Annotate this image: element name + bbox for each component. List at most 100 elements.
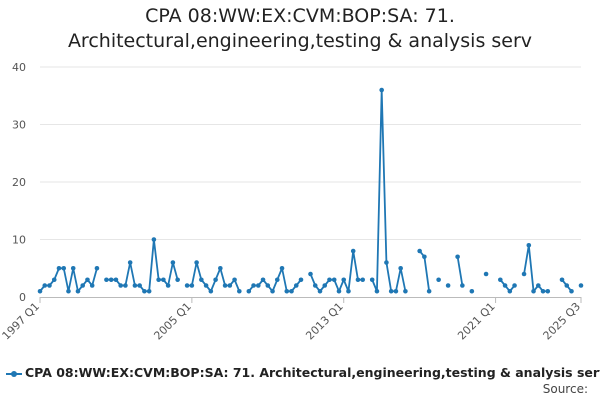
data-point [184, 283, 190, 288]
data-point [104, 277, 109, 283]
x-tick-label: 1997 Q1 [0, 300, 42, 343]
data-point [270, 288, 275, 294]
data-point [142, 288, 147, 294]
y-tick-label: 40 [12, 61, 26, 74]
data-point [531, 288, 536, 294]
data-point [436, 277, 441, 283]
x-tick-label: 2013 Q1 [303, 300, 346, 343]
series-line [523, 244, 548, 293]
data-point [535, 283, 541, 288]
data-point [279, 265, 285, 271]
data-point [56, 265, 62, 271]
data-point [208, 288, 214, 294]
data-point [66, 288, 71, 294]
data-point [251, 283, 256, 288]
data-point [540, 288, 546, 294]
data-point [393, 288, 399, 294]
data-point [161, 277, 166, 283]
data-point [498, 277, 503, 283]
data-point [137, 283, 142, 288]
data-point [455, 254, 460, 260]
data-point [350, 248, 356, 254]
data-point [237, 288, 242, 294]
legend[interactable]: CPA 08:WW:EX:CVM:BOP:SA: 71. Architectur… [6, 365, 600, 380]
x-tick-label: 2025 Q3 [541, 300, 584, 343]
x-tick-label: 2021 Q1 [455, 300, 498, 343]
chart-title: CPA 08:WW:EX:CVM:BOP:SA: 71. Architectur… [0, 4, 600, 54]
x-tick-label: 2005 Q1 [151, 300, 194, 343]
data-point [336, 288, 342, 294]
data-point [569, 288, 574, 294]
data-point [89, 283, 95, 288]
data-point [403, 288, 408, 294]
y-tick-label: 10 [12, 234, 26, 247]
data-point [94, 265, 100, 271]
data-point [70, 265, 76, 271]
data-point [445, 283, 451, 288]
series-line [248, 267, 302, 293]
data-point [298, 277, 304, 283]
data-point [521, 271, 527, 277]
data-point [47, 283, 52, 288]
data-point [227, 283, 233, 288]
data-point [398, 265, 403, 271]
data-point [312, 283, 318, 288]
data-point [165, 283, 171, 288]
series-line [309, 250, 363, 293]
series-line [371, 89, 407, 293]
data-point [108, 277, 114, 283]
data-point [483, 271, 489, 277]
data-point [265, 283, 271, 288]
data-point [274, 277, 280, 283]
data-point [317, 288, 323, 294]
data-point [502, 283, 508, 288]
source-label: Source: [542, 382, 588, 396]
data-point [260, 277, 266, 283]
y-tick-label: 0 [19, 291, 26, 304]
data-point [194, 260, 199, 265]
data-point [61, 265, 67, 271]
data-point [75, 288, 81, 294]
data-point [123, 283, 128, 288]
data-point [346, 288, 351, 294]
data-point [559, 277, 565, 283]
data-point [156, 277, 161, 283]
data-point [322, 283, 328, 288]
data-point [384, 260, 389, 265]
data-point [341, 277, 347, 283]
data-point [146, 288, 152, 294]
data-point [545, 288, 551, 294]
data-point [526, 242, 532, 248]
data-point [507, 288, 513, 294]
legend-label: CPA 08:WW:EX:CVM:BOP:SA: 71. Architectur… [25, 365, 600, 380]
data-point [246, 288, 252, 294]
y-tick-label: 30 [12, 119, 26, 132]
y-tick-label: 20 [12, 176, 26, 189]
data-point [37, 288, 43, 294]
data-point [355, 277, 361, 283]
data-point [51, 277, 57, 283]
data-point [331, 277, 337, 283]
data-point [426, 288, 432, 294]
data-point [308, 271, 313, 277]
data-point [199, 277, 204, 283]
data-point [578, 283, 584, 288]
data-point [189, 283, 195, 288]
data-point [113, 277, 119, 283]
data-point [293, 283, 299, 288]
data-point [327, 277, 332, 283]
data-point [379, 87, 384, 93]
data-point [360, 277, 366, 283]
data-point [132, 283, 138, 288]
data-point [222, 283, 228, 288]
data-point [218, 265, 223, 271]
data-point [42, 283, 48, 288]
data-point [80, 283, 86, 288]
data-point [284, 288, 290, 294]
data-point [151, 237, 157, 242]
data-point [232, 277, 237, 283]
data-point [255, 283, 261, 288]
series-line [499, 279, 516, 293]
data-point [388, 288, 394, 294]
